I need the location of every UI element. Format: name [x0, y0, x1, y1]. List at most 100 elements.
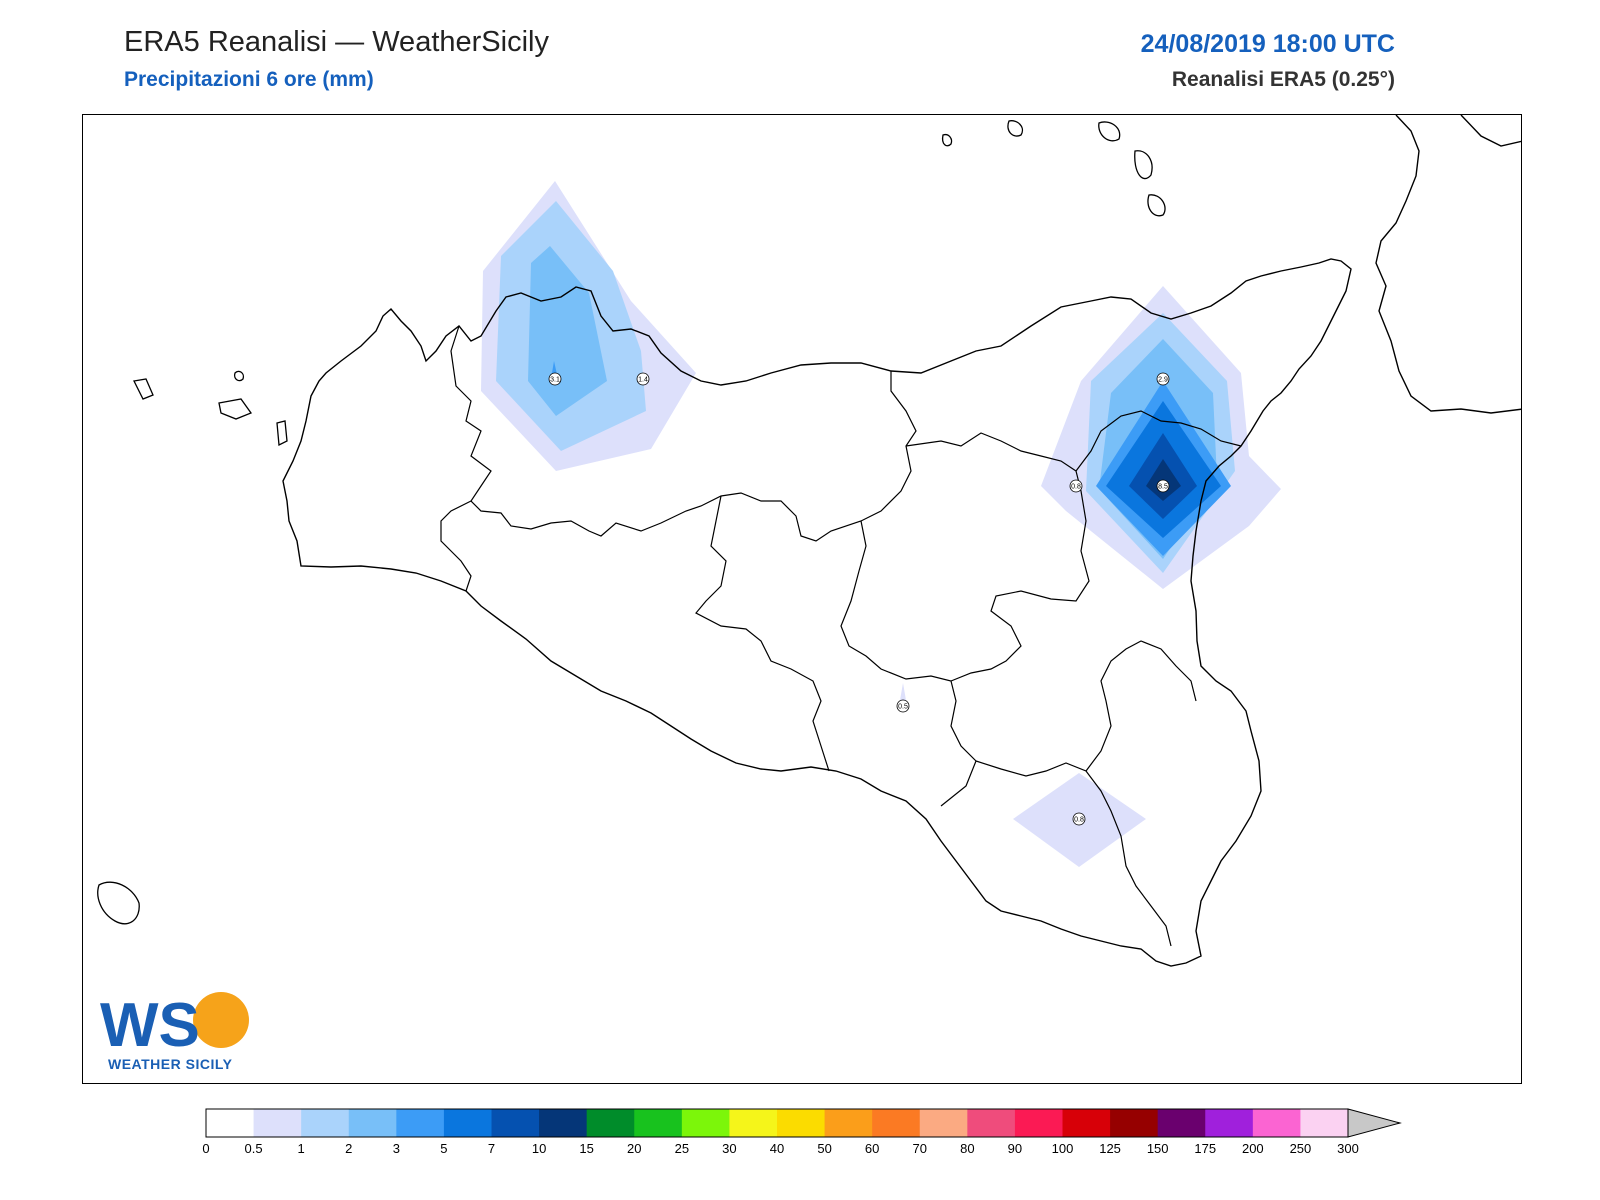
colorbar-tick-label: 70: [913, 1141, 927, 1156]
colorbar-tick-label: 150: [1147, 1141, 1169, 1156]
colorbar-cell: [586, 1109, 635, 1137]
map-datetime: 24/08/2019 18:00 UTC: [1140, 30, 1395, 58]
logo-sun-icon: [193, 992, 249, 1048]
colorbar-outline: [205, 1108, 1349, 1138]
colorbar-cell: [1300, 1109, 1349, 1137]
colorbar-cell: [967, 1109, 1016, 1137]
colorbar-cells: [206, 1109, 1349, 1137]
colorbar-tick-label: 1: [298, 1141, 305, 1156]
logo-letters: WS: [100, 991, 200, 1060]
logo-name: WEATHER SICILY: [108, 1056, 233, 1072]
colorbar-cell: [443, 1109, 492, 1137]
border-agrigento-caltanissetta: [695, 495, 830, 772]
border-messina-catania: [1075, 410, 1242, 472]
precip-east-field: [1041, 286, 1281, 589]
colorbar-cell: [1110, 1109, 1159, 1137]
calabria-inner: [1460, 115, 1521, 147]
border-catania-siracusa: [1085, 640, 1197, 772]
colorbar-labels: 0 0.5 1 2 3 5 7 10 15 20 25 30 40 50 60 70 80 90 100 125 150…: [202, 1141, 1358, 1156]
station-etna-west-value: 0.8: [1071, 484, 1081, 491]
border-enna-catania: [905, 432, 1090, 682]
station-messina-north: 2.9: [1156, 372, 1170, 386]
colorbar-tick-label: 80: [960, 1141, 974, 1156]
border-catania-ragusa: [975, 760, 1172, 947]
colorbar-tick-label: 7: [488, 1141, 495, 1156]
map-frame: 3.1 1.4 2.9 0.8 8.5 0.5: [82, 114, 1522, 1084]
station-palermo-east: 1.4: [636, 372, 650, 386]
colorbar-cell: [681, 1109, 730, 1137]
colorbar-cell: [634, 1109, 683, 1137]
colorbar-tick-label: 200: [1242, 1141, 1264, 1156]
station-palermo-west-value: 3.1: [550, 377, 560, 384]
island-pantelleria: [97, 881, 140, 925]
colorbar-tick-label: 25: [675, 1141, 689, 1156]
station-etna-peak: 8.5: [1156, 479, 1170, 493]
colorbar-tick-label: 0: [202, 1141, 209, 1156]
station-etna-west: 0.8: [1069, 479, 1083, 493]
colorbar-cell: [919, 1109, 968, 1137]
colorbar-cell: [348, 1109, 397, 1137]
border-trapani-palermo: [450, 325, 917, 542]
station-hyblaean: 0.8: [1072, 812, 1086, 826]
colorbar-tick-label: 15: [579, 1141, 593, 1156]
station-etna-peak-value: 8.5: [1158, 484, 1168, 491]
weather-sicily-logo: WS: [100, 991, 249, 1060]
station-hyblaean-value: 0.8: [1074, 817, 1084, 824]
island-favignana: [218, 398, 253, 420]
island-vulcano: [1147, 194, 1166, 217]
colorbar-tick-label: 60: [865, 1141, 879, 1156]
sicily-coastline: [282, 258, 1352, 967]
colorbar-tick-label: 20: [627, 1141, 641, 1156]
colorbar-cell: [396, 1109, 445, 1137]
map-model: Reanalisi ERA5 (0.25°): [1171, 68, 1395, 91]
colorbar-tick-label: 40: [770, 1141, 784, 1156]
colorbar-tick-label: 10: [532, 1141, 546, 1156]
colorbar-tick-label: 2: [345, 1141, 352, 1156]
map-title: ERA5 Reanalisi — WeatherSicily: [124, 26, 549, 58]
island-lipari: [1134, 150, 1153, 180]
station-markers: 3.1 1.4 2.9 0.8 8.5 0.5: [548, 372, 1170, 826]
island-ustica: [941, 133, 953, 147]
border-caltanissetta-enna: [840, 520, 977, 807]
station-palermo-east-value: 1.4: [638, 377, 648, 384]
colorbar-tick-label: 125: [1099, 1141, 1121, 1156]
colorbar-tick-label: 100: [1052, 1141, 1074, 1156]
colorbar-extend-arrow: [1347, 1108, 1402, 1138]
colorbar-cell: [777, 1109, 826, 1137]
colorbar-tick-label: 5: [440, 1141, 447, 1156]
colorbar-tick-label: 300: [1337, 1141, 1359, 1156]
colorbar-tick-label: 175: [1194, 1141, 1216, 1156]
colorbar-cell: [491, 1109, 540, 1137]
colorbar-cell: [1014, 1109, 1063, 1137]
map-subtitle: Precipitazioni 6 ore (mm): [124, 68, 374, 91]
colorbar-cell: [824, 1109, 873, 1137]
precip-west-field: [481, 181, 696, 471]
calabria-coastline: [1375, 115, 1521, 414]
precip-west-band-2: [528, 246, 607, 416]
colorbar-cell: [301, 1109, 350, 1137]
island-alicudi-filicudi: [1007, 120, 1024, 137]
island-levanzo: [233, 370, 245, 382]
colorbar-tick-label: 90: [1008, 1141, 1022, 1156]
colorbar-tick-label: 50: [817, 1141, 831, 1156]
islands: [97, 120, 1166, 925]
station-messina-north-value: 2.9: [1158, 377, 1168, 384]
colorbar-cell: [1205, 1109, 1254, 1137]
map-canvas: 3.1 1.4 2.9 0.8 8.5 0.5: [97, 115, 1521, 967]
province-borders: [440, 325, 1242, 947]
station-palermo-west: 3.1: [548, 372, 562, 386]
island-salina: [1098, 121, 1121, 142]
colorbar-cell: [1252, 1109, 1301, 1137]
station-caltanissetta-value: 0.5: [898, 704, 908, 711]
colorbar-cell: [1062, 1109, 1111, 1137]
island-marettimo: [133, 378, 154, 400]
colorbar-cell: [1157, 1109, 1206, 1137]
island-stagnone: [276, 420, 288, 447]
colorbar-tick-label: 0.5: [245, 1141, 263, 1156]
colorbar-cell: [872, 1109, 921, 1137]
colorbar-cell: [206, 1109, 255, 1137]
colorbar-cell: [729, 1109, 778, 1137]
colorbar-cell: [253, 1109, 302, 1137]
colorbar-tick-label: 250: [1290, 1141, 1312, 1156]
colorbar-tick-label: 30: [722, 1141, 736, 1156]
